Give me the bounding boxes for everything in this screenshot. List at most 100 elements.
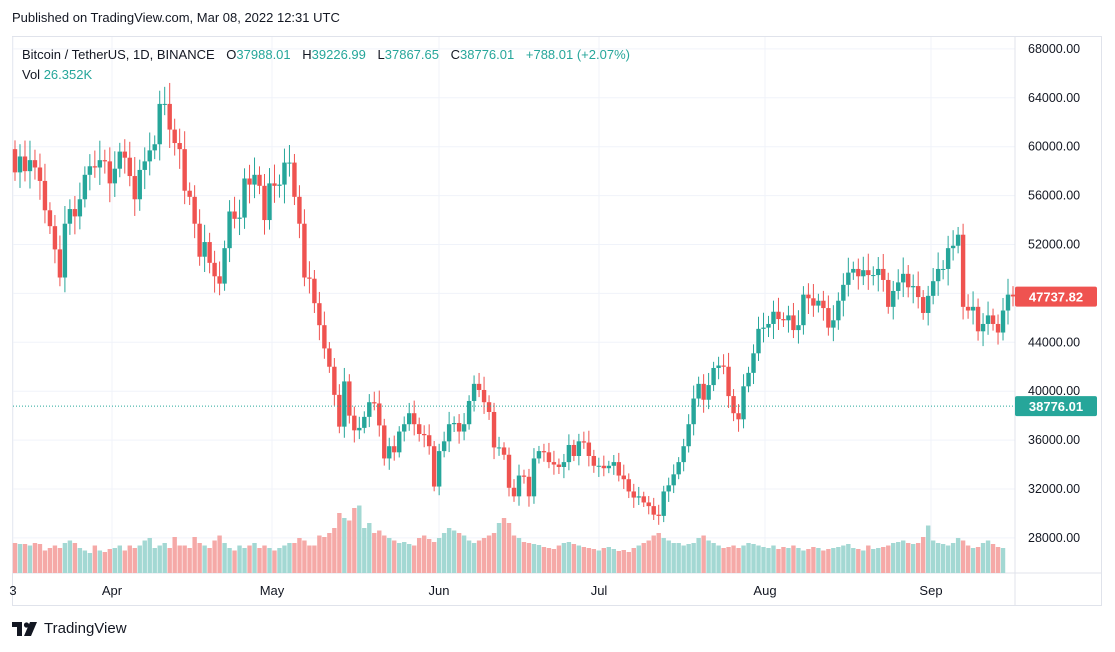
volume-bar — [267, 548, 272, 573]
volume-bar — [716, 545, 721, 573]
volume-bar — [162, 543, 167, 573]
price-label-box — [1015, 396, 1097, 417]
volume-bar — [796, 548, 801, 573]
candle-body — [616, 462, 621, 476]
volume-bar — [771, 545, 776, 573]
candle-body — [985, 315, 991, 324]
candle-body — [157, 103, 162, 145]
candle-body — [292, 162, 297, 197]
volume-bar — [177, 545, 182, 573]
volume-bar — [102, 552, 108, 573]
volume-bar — [222, 543, 227, 573]
volume-bar — [22, 544, 28, 573]
volume-bar — [816, 548, 821, 573]
candle-body — [137, 169, 142, 200]
candle-body — [990, 315, 996, 324]
candle-body — [911, 286, 916, 288]
volume-bar — [332, 528, 337, 573]
candle-body — [197, 223, 202, 257]
candle-body — [791, 315, 796, 331]
volume-bar — [980, 543, 986, 573]
candle-body — [876, 268, 881, 276]
volume-bar — [202, 545, 207, 573]
candle-body — [17, 156, 23, 173]
volume-bar — [212, 540, 217, 573]
candle-body — [142, 161, 147, 170]
volume-bar — [397, 543, 402, 573]
volume-bar — [112, 548, 117, 573]
volume-bar — [701, 535, 706, 573]
candle-body — [656, 514, 661, 516]
candle-body — [456, 422, 462, 432]
volume-bar — [392, 540, 397, 573]
candle-body — [192, 196, 197, 224]
volume-bar — [925, 525, 931, 573]
volume-bar — [476, 540, 482, 573]
volume-bar — [441, 533, 447, 573]
volume-bar — [147, 538, 152, 573]
volume-bar — [975, 547, 981, 573]
candle-body — [766, 323, 771, 328]
candle-body — [67, 209, 73, 224]
candle-body — [337, 394, 342, 427]
volume-bar — [67, 540, 73, 573]
volume-bar — [706, 540, 711, 573]
candle-body — [242, 178, 247, 218]
x-tick-label: Apr — [102, 583, 123, 598]
candle-body — [601, 465, 607, 469]
candle-body — [821, 300, 826, 309]
volume-bar — [27, 545, 33, 573]
candle-body — [471, 383, 477, 401]
candle-body — [856, 268, 861, 277]
candle-body — [771, 311, 776, 324]
volume-bar — [960, 540, 966, 573]
volume-bar — [915, 543, 921, 573]
candle-body — [37, 167, 43, 181]
volume-bar — [262, 545, 267, 573]
candle-body — [147, 150, 152, 162]
volume-bar — [606, 547, 612, 573]
volume-bar — [656, 533, 661, 573]
candle-body — [387, 446, 392, 459]
volume-bar — [496, 523, 502, 573]
candle-body — [696, 383, 701, 399]
volume-bar — [82, 550, 88, 573]
volume-bar — [516, 538, 522, 573]
candle-body — [526, 476, 532, 497]
volume-bar — [172, 537, 177, 573]
volume-bar — [611, 549, 616, 573]
volume-bar — [671, 543, 676, 573]
candle-body — [721, 365, 726, 367]
volume-bar — [761, 547, 766, 573]
candle-body — [746, 372, 751, 387]
candle-body — [930, 281, 936, 296]
volume-bar — [272, 550, 277, 573]
candle-body — [352, 415, 357, 431]
volume-bar — [676, 543, 681, 573]
x-tick-label: Jul — [591, 583, 608, 598]
volume-bar — [451, 530, 457, 573]
candle-body — [262, 185, 267, 221]
candle-body — [896, 282, 901, 291]
candle-body — [935, 268, 941, 282]
candle-body — [237, 217, 242, 219]
candle-body — [536, 451, 542, 459]
volume-bar — [57, 548, 63, 573]
volume-bar — [586, 548, 592, 573]
volume-label: Vol — [22, 67, 41, 82]
candle-body — [1005, 294, 1011, 311]
candle-body — [277, 184, 282, 186]
volume-bar — [791, 545, 796, 573]
candle-body — [701, 383, 706, 400]
volume-bar — [152, 548, 157, 573]
volume-bar — [576, 545, 582, 573]
volume-bar — [881, 547, 886, 573]
candle-body — [496, 447, 502, 449]
tradingview-footer[interactable]: TradingView — [12, 620, 127, 637]
candle-body — [706, 385, 711, 400]
volume-bar — [47, 548, 53, 573]
candle-body — [317, 303, 322, 326]
volume-bar — [227, 548, 232, 573]
x-tick-label: 3 — [9, 583, 16, 598]
